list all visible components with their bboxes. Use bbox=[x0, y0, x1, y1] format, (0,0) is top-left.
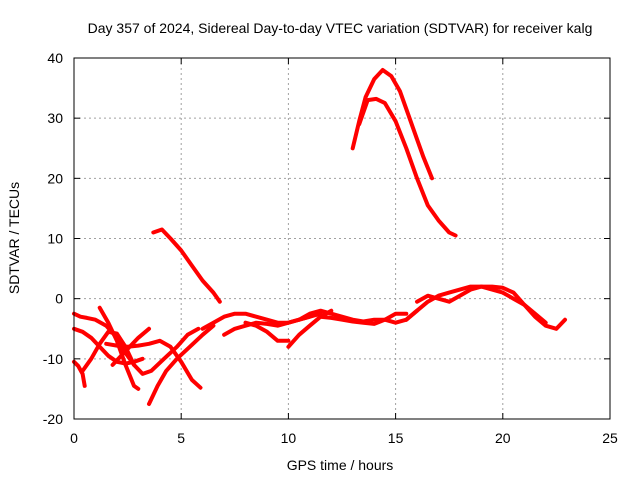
y-tick-label: -20 bbox=[43, 411, 63, 427]
x-tick-label: 5 bbox=[177, 430, 185, 446]
x-tick-label: 25 bbox=[602, 430, 618, 446]
series-arc-12 bbox=[243, 320, 291, 343]
chart-title: Day 357 of 2024, Sidereal Day-to-day VTE… bbox=[88, 20, 593, 36]
y-axis-label: SDTVAR / TECUs bbox=[6, 182, 22, 294]
series-arc-15 bbox=[318, 311, 409, 326]
series-arc-17 bbox=[415, 284, 548, 325]
y-tick-label: 20 bbox=[47, 170, 63, 186]
series-arc-5 bbox=[97, 305, 141, 391]
series-arc-19 bbox=[357, 96, 458, 238]
y-tick-label: 40 bbox=[47, 50, 63, 66]
y-tick-label: 0 bbox=[55, 291, 63, 307]
series-arc-8 bbox=[147, 323, 216, 406]
series-arc-18 bbox=[350, 68, 434, 181]
series-arc-7 bbox=[104, 338, 203, 390]
series-arc-13 bbox=[286, 308, 334, 349]
series-arc-3 bbox=[72, 359, 87, 388]
series-arc-11 bbox=[222, 314, 312, 337]
axis-ticks bbox=[73, 57, 611, 420]
x-axis-label: GPS time / hours bbox=[287, 457, 394, 473]
x-tick-label: 15 bbox=[388, 430, 404, 446]
x-tick-label: 20 bbox=[495, 430, 511, 446]
y-tick-label: 10 bbox=[47, 231, 63, 247]
y-tick-labels: -20 -10 0 10 20 30 40 bbox=[43, 50, 63, 427]
x-tick-label: 10 bbox=[281, 430, 297, 446]
x-tick-labels: 0 5 10 15 20 25 bbox=[70, 430, 618, 446]
y-tick-label: 30 bbox=[47, 110, 63, 126]
data-traces bbox=[72, 68, 567, 406]
series-arc-9 bbox=[151, 227, 222, 304]
x-tick-label: 0 bbox=[70, 430, 78, 446]
y-tick-label: -10 bbox=[43, 351, 63, 367]
